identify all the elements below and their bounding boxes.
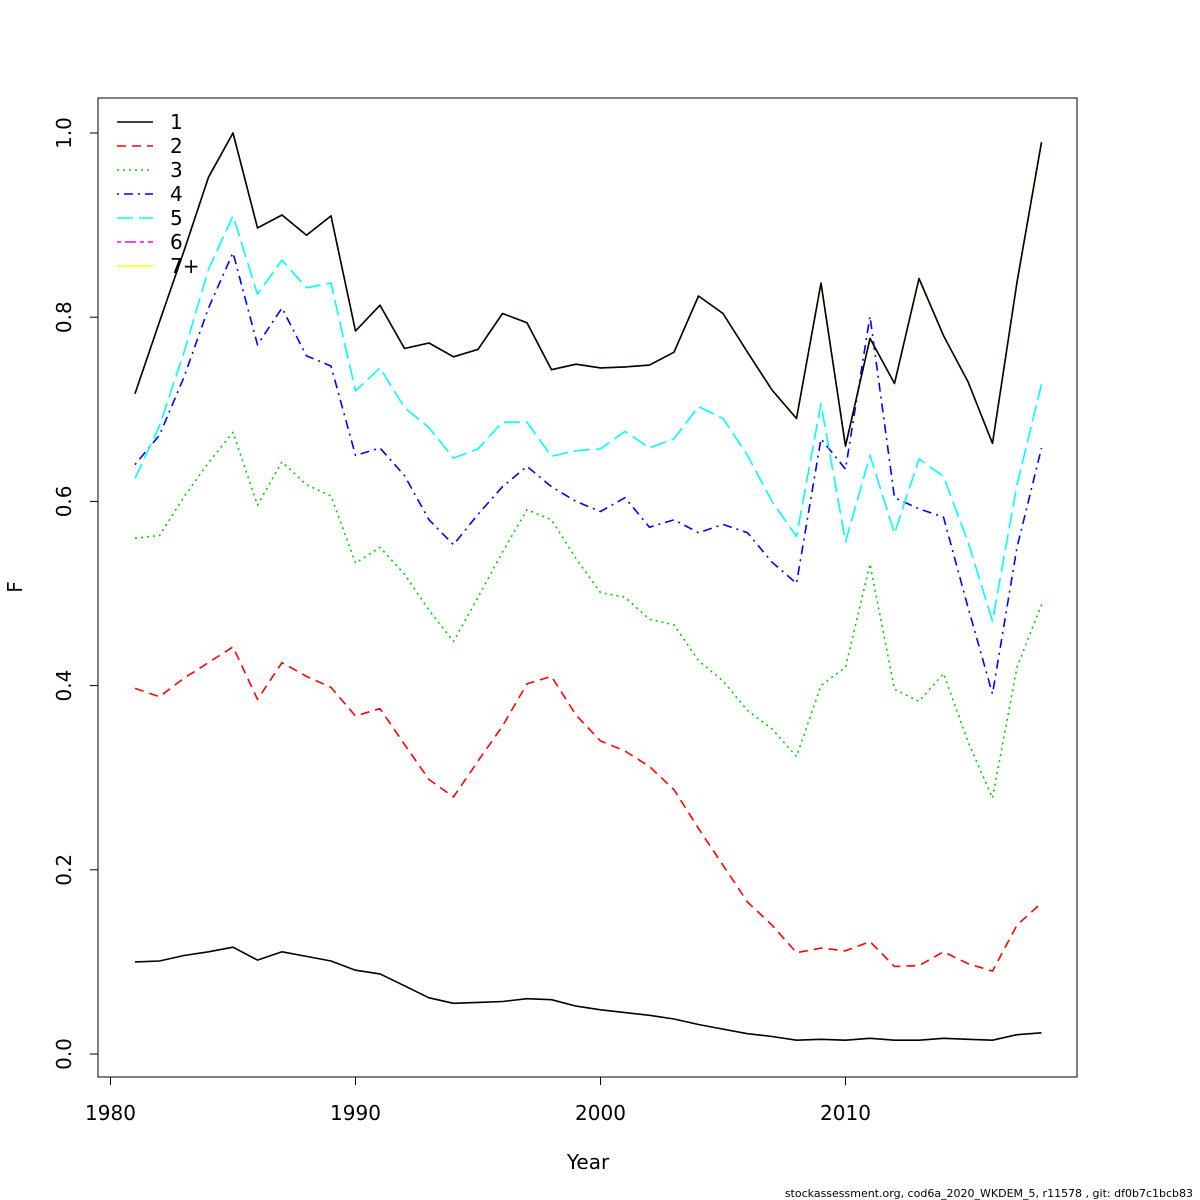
legend-label: 2 <box>170 134 183 158</box>
series-line-7plus <box>134 132 1043 447</box>
plot-frame <box>97 97 1078 1078</box>
y-axis-label: F <box>3 581 27 593</box>
legend-label: 3 <box>170 158 183 182</box>
series-line-4 <box>134 251 1043 695</box>
legend-label: 5 <box>170 206 183 230</box>
footer-text: stockassessment.org, cod6a_2020_WKDEM_5,… <box>785 1187 1193 1200</box>
legend-label: 4 <box>170 182 183 206</box>
series-line-1 <box>134 946 1042 1041</box>
y-tick-label: 0.6 <box>52 485 76 517</box>
x-axis: 1980 1990 2000 2010 <box>85 1076 871 1125</box>
series-line-6 <box>134 132 1043 447</box>
x-axis-label: Year <box>566 1150 610 1174</box>
series-line-3 <box>134 431 1043 799</box>
y-tick-label: 0.8 <box>52 301 76 333</box>
y-axis: 0.0 0.2 0.4 0.6 0.8 1.0 <box>52 117 99 1070</box>
y-tick-label: 1.0 <box>52 117 76 149</box>
y-tick-label: 0.2 <box>52 854 76 886</box>
series-line-overlay <box>134 132 1043 447</box>
x-tick-label: 1990 <box>330 1101 381 1125</box>
x-tick-label: 2000 <box>575 1101 626 1125</box>
y-tick-label: 0.4 <box>52 670 76 702</box>
series-line-2 <box>134 646 1043 972</box>
series-lines <box>134 132 1043 1041</box>
series-line-5 <box>134 215 1043 622</box>
legend-label: 7+ <box>170 254 199 278</box>
legend-label: 6 <box>170 230 183 254</box>
y-tick-label: 0.0 <box>52 1038 76 1070</box>
legend-label: 1 <box>170 110 183 134</box>
x-tick-label: 1980 <box>85 1101 136 1125</box>
x-tick-label: 2010 <box>820 1101 871 1125</box>
